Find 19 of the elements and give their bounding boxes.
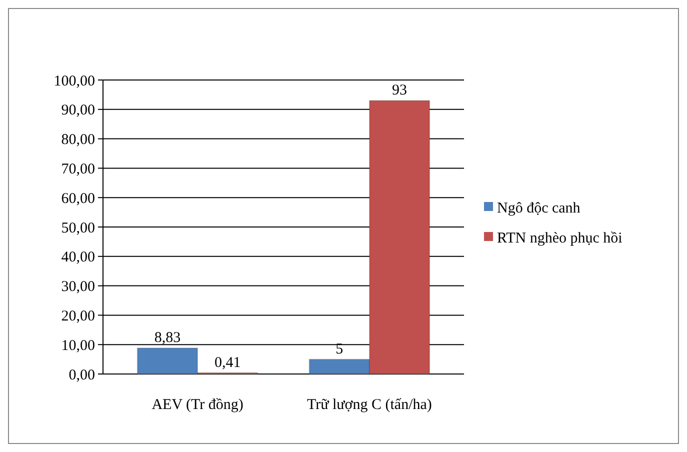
y-tick-label: 100,00 bbox=[54, 73, 95, 90]
x-tick-label: AEV (Tr đồng) bbox=[152, 397, 244, 413]
y-tick-label: 20,00 bbox=[61, 308, 95, 324]
y-tick-label: 10,00 bbox=[61, 338, 95, 354]
y-tick-label: 50,00 bbox=[61, 220, 95, 236]
legend-label: Ngô độc canh bbox=[497, 200, 581, 216]
y-tick-label: 40,00 bbox=[61, 250, 95, 266]
y-tick-label: 60,00 bbox=[61, 190, 95, 207]
y-tick-label: 0,00 bbox=[68, 367, 95, 384]
y-tick-label: 80,00 bbox=[61, 132, 95, 148]
legend-label: RTN nghèo phục hồi bbox=[497, 230, 622, 246]
y-tick-label: 90,00 bbox=[61, 102, 95, 119]
data-label: 5 bbox=[336, 341, 344, 358]
y-tick-label: 70,00 bbox=[61, 161, 95, 178]
data-label: 93 bbox=[392, 82, 408, 99]
data-label: 0,41 bbox=[214, 354, 241, 371]
data-label: 8,83 bbox=[154, 330, 181, 346]
x-tick-label: Trữ lượng C (tấn/ha) bbox=[307, 397, 432, 413]
y-tick-label: 30,00 bbox=[61, 279, 95, 296]
